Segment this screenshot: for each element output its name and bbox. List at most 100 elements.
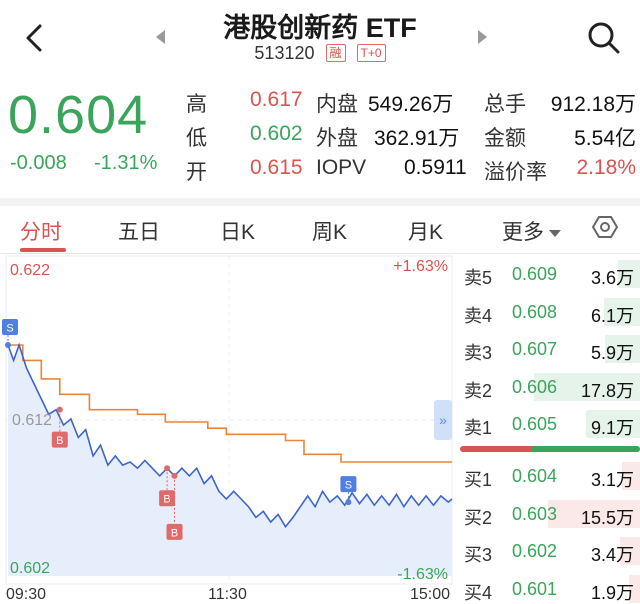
ask-row[interactable]: 卖1 0.605 9.1万 bbox=[460, 406, 640, 442]
t0-badge: T+0 bbox=[356, 44, 386, 63]
volume-bar bbox=[620, 537, 640, 565]
level-volume: 5.9万 bbox=[590, 343, 634, 363]
axis-time-mid: 11:30 bbox=[208, 586, 247, 603]
svg-text:B: B bbox=[163, 494, 170, 506]
level-volume: 1.9万 bbox=[590, 582, 634, 603]
high-value: 0.617 bbox=[250, 88, 303, 111]
level-volume: 3.4万 bbox=[590, 545, 634, 565]
level-label: 卖1 bbox=[464, 418, 493, 438]
intraday-chart-svg: S B B B S bbox=[2, 255, 453, 585]
buy-marker[interactable]: B bbox=[166, 472, 183, 540]
bid-row[interactable]: 买1 0.604 3.1万 bbox=[460, 458, 640, 494]
search-icon[interactable] bbox=[586, 20, 622, 56]
axis-pct-low: -1.63% bbox=[397, 566, 448, 583]
security-title: 港股创新药 ETF bbox=[223, 13, 417, 43]
quote-row-high: 高 bbox=[186, 88, 207, 118]
axis-price-high: 0.622 bbox=[10, 262, 51, 279]
level-price: 0.604 bbox=[512, 466, 558, 486]
level-price: 0.605 bbox=[512, 414, 558, 434]
price-change: -0.008 bbox=[10, 152, 67, 174]
section-separator bbox=[0, 198, 640, 206]
total-volume-value: 912.18万 bbox=[550, 93, 636, 116]
turnover-value: 5.54亿 bbox=[574, 127, 636, 150]
open-label: 开 bbox=[186, 161, 207, 184]
turnover-label: 金额 bbox=[484, 127, 526, 150]
volume-bar bbox=[604, 297, 640, 326]
volume-bar bbox=[622, 462, 640, 490]
level-label: 卖4 bbox=[464, 305, 493, 326]
level-price: 0.609 bbox=[512, 264, 558, 284]
tab-five-day[interactable]: 五日 bbox=[118, 221, 160, 244]
total-volume-label: 总手 bbox=[484, 93, 526, 116]
iopv-value: 0.5911 bbox=[404, 156, 467, 179]
level-label: 买4 bbox=[464, 582, 493, 603]
ask-row[interactable]: 卖3 0.607 5.9万 bbox=[460, 331, 640, 367]
axis-price-mid: 0.612 bbox=[12, 412, 53, 429]
level-price: 0.603 bbox=[512, 503, 558, 524]
margin-badge: 融 bbox=[325, 44, 346, 63]
tab-monthly-k[interactable]: 月K bbox=[408, 221, 444, 244]
level-volume: 9.1万 bbox=[590, 418, 634, 438]
axis-time-start: 09:30 bbox=[6, 586, 47, 603]
bid-strength-bar bbox=[460, 446, 532, 452]
price-change-pct: -1.31% bbox=[94, 152, 158, 174]
intraday-chart[interactable]: S B B B S 0.622 0.612 0.602 +1.63% -1.63% 09… bbox=[0, 254, 458, 604]
volume-bar bbox=[534, 372, 640, 401]
bid-ask-divider bbox=[460, 446, 640, 452]
axis-time-end: 15:00 bbox=[409, 586, 450, 603]
high-label: 高 bbox=[186, 93, 207, 116]
axis-pct-high: +1.63% bbox=[393, 258, 448, 275]
level-price: 0.601 bbox=[512, 578, 558, 599]
inner-volume-value: 549.26万 bbox=[368, 93, 454, 116]
bid-row[interactable]: 买3 0.602 3.4万 bbox=[460, 533, 640, 569]
bid-row[interactable]: 买4 0.601 1.9万 bbox=[460, 571, 640, 604]
level-volume: 3.1万 bbox=[590, 470, 634, 490]
axis-price-low: 0.602 bbox=[10, 560, 51, 577]
buy-marker[interactable]: B bbox=[159, 465, 176, 507]
collapse-orderbook-handle[interactable]: » bbox=[434, 400, 452, 440]
ask-row[interactable]: 卖5 0.609 3.6万 bbox=[460, 256, 640, 292]
outer-volume-value: 362.91万 bbox=[374, 127, 460, 150]
sell-marker[interactable]: S bbox=[2, 319, 18, 348]
low-value: 0.602 bbox=[250, 122, 303, 145]
top-bar: 港股创新药 ETF 513120 融 T+0 bbox=[0, 0, 640, 72]
volume-bar bbox=[586, 410, 640, 438]
quote-panel: 0.604 -0.008 -1.31% 高 0.617 内盘 549.26万 总… bbox=[0, 80, 640, 190]
level-volume: 6.1万 bbox=[590, 305, 634, 326]
ask-row[interactable]: 卖4 0.608 6.1万 bbox=[460, 294, 640, 330]
tab-daily-k[interactable]: 日K bbox=[220, 221, 256, 244]
low-label: 低 bbox=[186, 127, 207, 150]
order-book: 卖5 0.609 3.6万卖4 0.608 6.1万卖3 0.607 5.9万 卖2 0.606… bbox=[460, 254, 640, 604]
level-price: 0.608 bbox=[512, 301, 558, 322]
prev-security-icon[interactable] bbox=[156, 30, 165, 44]
inner-volume-label: 内盘 bbox=[316, 93, 358, 116]
level-price: 0.606 bbox=[512, 376, 558, 397]
settings-hexagon-icon[interactable] bbox=[592, 214, 618, 240]
premium-label: 溢价率 bbox=[484, 161, 547, 184]
active-tab-indicator bbox=[20, 248, 66, 252]
security-code: 513120 bbox=[254, 42, 315, 63]
volume-bar bbox=[618, 260, 640, 288]
volume-bar bbox=[548, 499, 640, 528]
last-price: 0.604 bbox=[8, 85, 149, 145]
buy-marker[interactable]: B bbox=[51, 406, 68, 448]
price-area-fill bbox=[8, 345, 452, 576]
tab-weekly-k[interactable]: 周K bbox=[312, 221, 348, 244]
volume-bar bbox=[605, 335, 640, 363]
back-arrow-icon[interactable] bbox=[20, 20, 48, 56]
security-subline: 513120 融 T+0 bbox=[0, 42, 640, 64]
ask-row[interactable]: 卖2 0.606 17.8万 bbox=[460, 369, 640, 405]
tab-intraday[interactable]: 分时 bbox=[20, 221, 62, 244]
svg-text:S: S bbox=[6, 323, 13, 335]
svg-text:S: S bbox=[345, 480, 352, 492]
bid-row[interactable]: 买2 0.603 15.5万 bbox=[460, 496, 640, 532]
tab-more-label: 更多 bbox=[502, 221, 544, 244]
next-security-icon[interactable] bbox=[478, 30, 487, 44]
level-label: 买1 bbox=[464, 470, 493, 490]
level-volume: 15.5万 bbox=[580, 507, 634, 528]
sell-marker[interactable]: S bbox=[340, 476, 357, 506]
premium-value: 2.18% bbox=[576, 156, 636, 179]
level-label: 买2 bbox=[464, 507, 493, 528]
tab-more[interactable]: 更多 bbox=[502, 216, 561, 246]
level-label: 卖3 bbox=[464, 343, 493, 363]
